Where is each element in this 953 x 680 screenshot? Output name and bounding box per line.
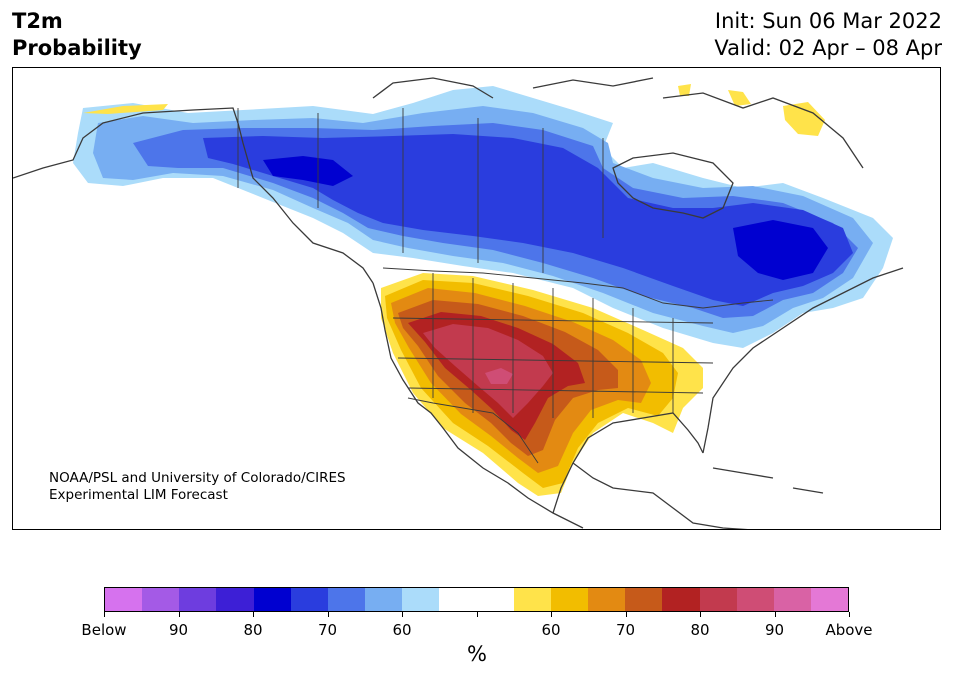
colorbar-tick	[774, 612, 776, 617]
warm-region-pink	[485, 368, 513, 384]
arctic-patch-2	[678, 84, 691, 96]
credit-line-1: NOAA/PSL and University of Colorado/CIRE…	[49, 470, 346, 486]
colorbar-swatch	[662, 588, 700, 611]
colorbar-swatch	[773, 588, 811, 611]
canada-provinces	[237, 108, 604, 273]
colorbar-swatch	[699, 588, 737, 611]
map-title: T2m Probability	[12, 8, 142, 62]
colorbar-tick	[849, 612, 850, 617]
colorbar-tick	[253, 612, 254, 617]
colorbar-tick-label: Above	[825, 621, 873, 639]
colorbar-tick-label: 70	[615, 621, 636, 639]
colorbar-tick-label: 70	[317, 621, 338, 639]
cold-region-strong	[203, 134, 853, 306]
title-type: Probability	[12, 36, 142, 60]
colorbar-tick-label: 80	[243, 621, 263, 639]
colorbar-tick-label: Below	[81, 621, 127, 639]
colorbar-swatch	[290, 588, 328, 611]
colorbar-swatch	[513, 588, 551, 611]
us-mexico-border	[407, 397, 539, 464]
colorbar-tick-label: 90	[168, 621, 189, 639]
colorbar-tick	[327, 612, 329, 617]
arctic-patch-1	[83, 104, 168, 114]
probability-map	[13, 77, 904, 529]
colorbar-swatch	[550, 588, 589, 611]
colorbar-swatch	[736, 588, 774, 611]
mexico-central-america	[572, 462, 748, 529]
init-date: Init: Sun 06 Mar 2022	[714, 9, 942, 33]
colorbar-swatch	[476, 588, 514, 611]
colorbar-swatch	[253, 588, 291, 611]
colorbar-tick	[476, 612, 478, 617]
arctic-islands	[372, 77, 864, 169]
colorbar-swatch	[142, 588, 180, 611]
coastlines	[13, 77, 904, 529]
colorbar	[104, 587, 849, 612]
atlantic-coast	[702, 267, 904, 454]
colorbar-swatch	[105, 588, 143, 611]
colorbar-tick	[104, 612, 105, 617]
us-states-grid	[392, 273, 714, 418]
caribbean	[712, 467, 824, 494]
hudson-bay	[612, 152, 734, 219]
pacific-coast	[372, 282, 584, 529]
colorbar-swatch	[625, 588, 663, 611]
colorbar-tick-label: 60	[541, 621, 561, 639]
colorbar-swatch	[179, 588, 217, 611]
arctic-patch-4	[783, 102, 825, 136]
warm-region-crimson	[423, 324, 553, 418]
colorbar-tick	[551, 612, 552, 617]
map-panel	[12, 67, 941, 530]
colorbar-tick-label: 80	[690, 621, 710, 639]
arctic-warm-patches	[83, 84, 825, 136]
colorbar-swatch	[439, 588, 477, 611]
colorbar-swatch	[588, 588, 626, 611]
forecast-dates: Init: Sun 06 Mar 2022 Valid: 02 Apr – 08…	[714, 8, 942, 62]
colorbar-swatch	[810, 588, 849, 611]
gulf-coast	[552, 412, 704, 514]
colorbar-unit: %	[467, 642, 487, 666]
title-variable: T2m	[12, 9, 63, 33]
warm-shading	[381, 273, 703, 496]
colorbar-swatch	[365, 588, 403, 611]
cold-region-very-strong	[263, 156, 828, 280]
arctic-patch-3	[728, 90, 751, 106]
colorbar-swatch	[327, 588, 366, 611]
us-canada-border	[382, 267, 774, 309]
colorbar-tick-label: 90	[764, 621, 785, 639]
colorbar-tick	[625, 612, 627, 617]
colorbar-tick	[178, 612, 180, 617]
data-credit: NOAA/PSL and University of Colorado/CIRE…	[49, 470, 346, 504]
colorbar-tick-label: 60	[392, 621, 412, 639]
cold-shading	[73, 86, 893, 348]
colorbar-swatch	[216, 588, 254, 611]
colorbar-tick	[402, 612, 403, 617]
colorbar-tick	[700, 612, 701, 617]
colorbar-swatch	[402, 588, 440, 611]
valid-range: Valid: 02 Apr – 08 Apr	[714, 36, 942, 60]
credit-line-2: Experimental LIM Forecast	[49, 487, 228, 503]
borders	[237, 108, 774, 464]
